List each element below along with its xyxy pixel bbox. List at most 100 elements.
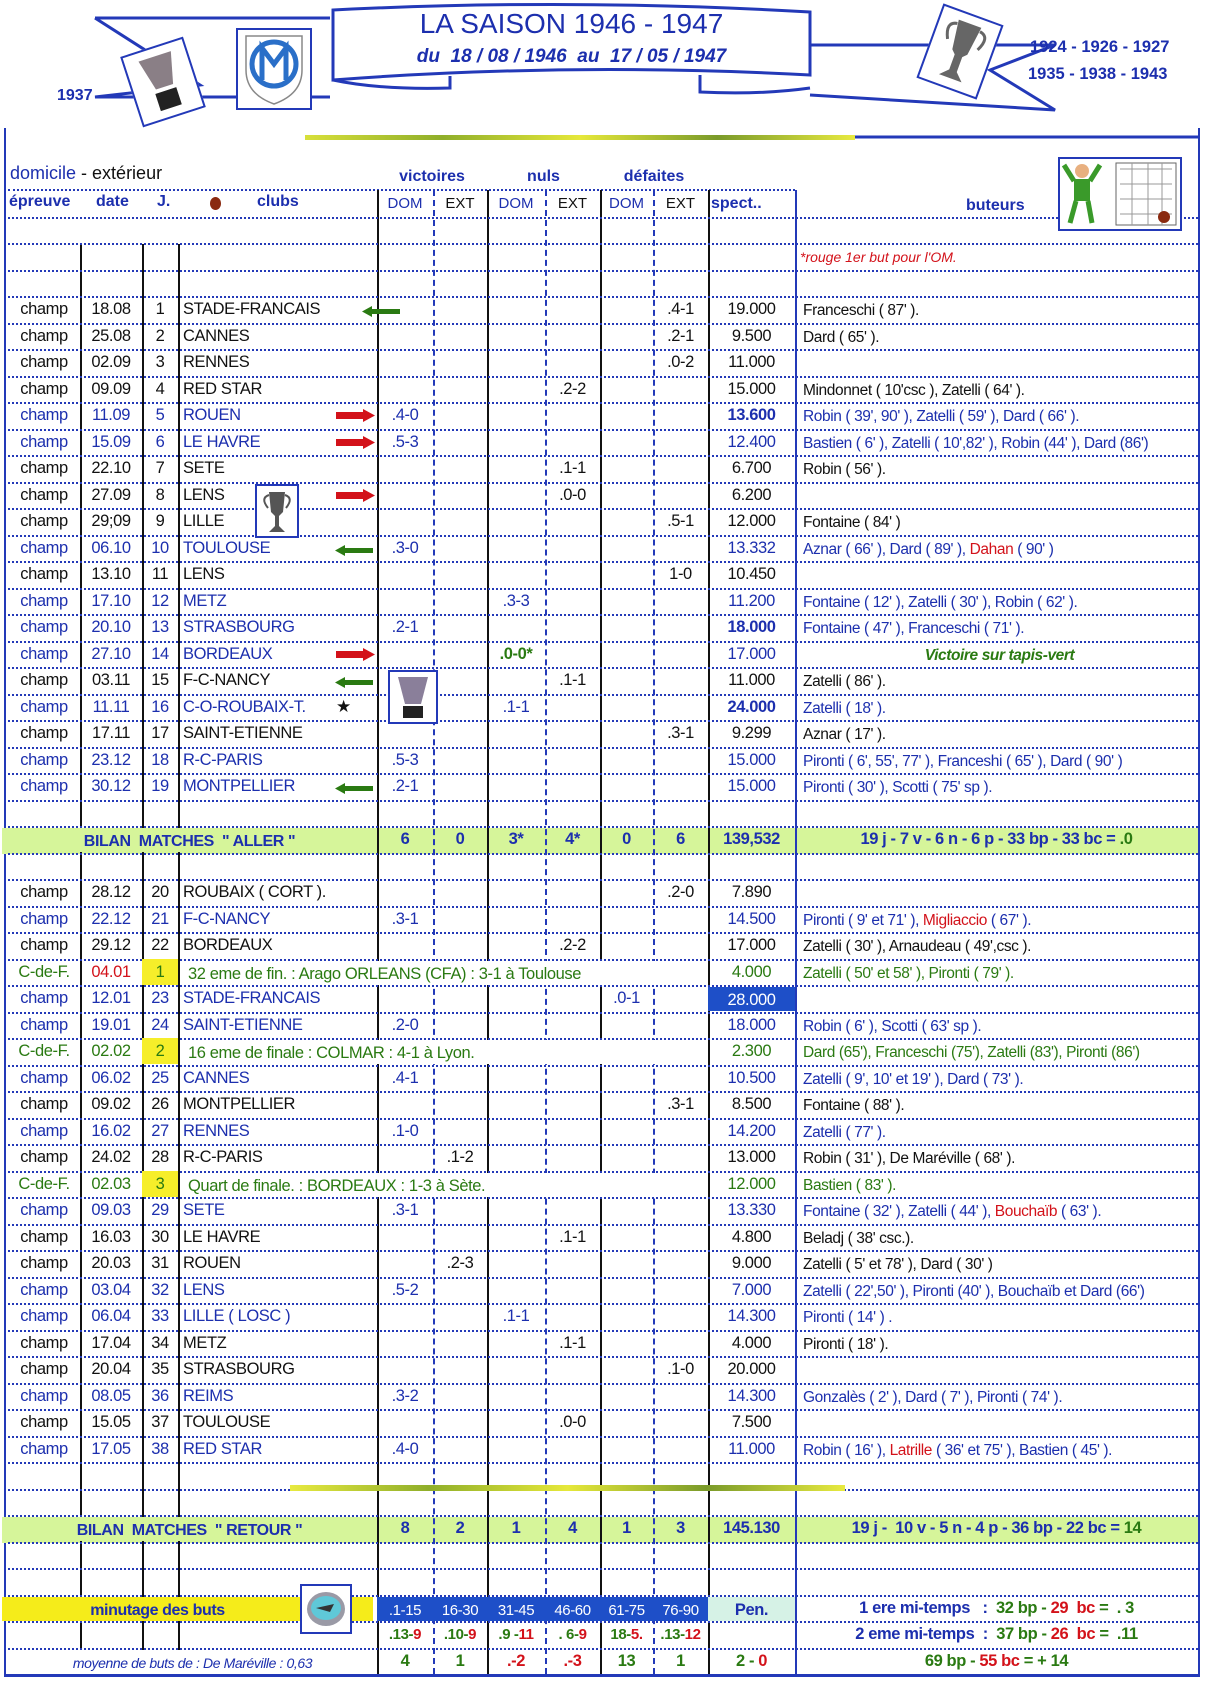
competition: champ <box>20 936 68 954</box>
bilan-retour-goal-difference: 14 <box>1123 1519 1142 1537</box>
row-divider <box>8 375 1198 378</box>
match-date: 03.04 <box>91 1280 131 1299</box>
competition: champ <box>20 565 68 583</box>
attendance: 4.000 <box>731 1333 772 1352</box>
competition: champ <box>20 326 68 345</box>
attendance: 17.000 <box>727 936 776 954</box>
matchday: 33 <box>151 1307 169 1325</box>
match-date: 17.11 <box>91 724 131 742</box>
summary-part: = + 14 <box>1023 1651 1069 1670</box>
row-divider <box>8 905 1198 908</box>
attendance: 14.300 <box>727 1307 776 1325</box>
scorers: Pironti ( 14' ) . <box>803 1304 1196 1330</box>
attendance: 7.000 <box>731 1280 772 1299</box>
minute-difference: 1 <box>676 1651 685 1670</box>
col-date: date <box>96 193 129 210</box>
matchday: 19 <box>151 777 169 795</box>
scorers: Zatelli ( 77' ). <box>803 1119 1196 1145</box>
scorers: Fontaine ( 32' ), Zatelli ( 44' ), Bouch… <box>803 1198 1196 1224</box>
scorers: Zatelli ( 22',50' ), Pironti (40' ), Bou… <box>803 1278 1196 1304</box>
row-divider <box>8 1170 1198 1173</box>
row-divider <box>8 1117 1198 1120</box>
competition: champ <box>20 379 68 398</box>
club-name: STRASBOURG <box>183 1360 295 1378</box>
first-half-summary: 1 ere mi-temps : 32 bp - 29 bc = . 3 <box>795 1595 1198 1621</box>
row-divider <box>8 667 1198 669</box>
penalty-part: 2 <box>735 1651 745 1670</box>
col-buteurs: buteurs <box>966 197 1025 214</box>
score: .2-1 <box>391 618 419 636</box>
group-victoires: victoires <box>399 168 465 185</box>
competition: champ <box>20 724 68 742</box>
score: .4-0 <box>391 406 419 424</box>
score: .0-0 <box>559 485 586 504</box>
club-name: LE HAVRE <box>183 432 261 451</box>
stopwatch-icon <box>300 1583 352 1634</box>
matchday: 12 <box>151 591 169 610</box>
match-date: 30.12 <box>91 777 131 795</box>
scorer-text: Robin ( 56' ). <box>803 461 886 478</box>
competition: champ <box>20 750 68 769</box>
col-def-dom: DOM <box>609 195 644 212</box>
row-divider <box>8 455 1198 457</box>
scorers: Robin ( 16' ), Latrille ( 36' et 75' ), … <box>803 1437 1196 1463</box>
scorer-text: Zatelli ( 50' et 58' ), Pironti ( 79' ). <box>803 964 1014 982</box>
minute-goals: .10-9 <box>433 1621 487 1647</box>
row-divider <box>8 1064 1198 1067</box>
match-date: 06.04 <box>91 1307 131 1325</box>
match-date: 22.12 <box>91 909 131 928</box>
attendance: 9.299 <box>731 724 772 742</box>
row-divider <box>8 799 1198 802</box>
arrow-left-icon <box>362 304 400 317</box>
star-icon: ★ <box>336 696 352 716</box>
club-name: C-O-ROUBAIX-T. <box>183 697 306 716</box>
col-def-ext: EXT <box>665 195 696 212</box>
summary-part: 2 eme mi-temps : <box>855 1625 988 1643</box>
scorer-text: Pironti ( 18' ). <box>803 1335 889 1353</box>
penalty-score: 2 - 0 <box>708 1648 795 1674</box>
group-nuls: nuls <box>527 168 560 185</box>
row-divider <box>8 640 1198 643</box>
competition: champ <box>20 1254 68 1272</box>
scorer-text: Robin ( 31' ), De Maréville ( 68' ). <box>803 1150 1016 1167</box>
competition: champ <box>20 459 68 477</box>
match-date: 03.11 <box>91 671 131 689</box>
club-name: LILLE <box>183 512 225 530</box>
matchday: 28 <box>151 1148 169 1166</box>
scorers: Pironti ( 18' ). <box>803 1331 1196 1357</box>
matchday: 4 <box>155 379 165 398</box>
scorers <box>803 880 1196 906</box>
match-date: 15.09 <box>91 432 131 451</box>
competition: champ <box>20 591 68 610</box>
match-date: 17.10 <box>91 591 131 610</box>
minute-difference: .-3 <box>563 1651 582 1670</box>
row-divider <box>8 1329 1198 1332</box>
attendance: 11.200 <box>728 591 775 610</box>
scorers: Aznar ( 66' ), Dard ( 89' ), Dahan ( 90'… <box>803 536 1196 562</box>
match-date: 09.03 <box>91 1201 131 1219</box>
club-name: MONTPELLIER <box>183 777 296 795</box>
minute-period: 31-45 <box>487 1596 545 1621</box>
trophy-icon <box>255 483 299 538</box>
bilan-aller-value: 6 <box>676 830 685 848</box>
competition: champ <box>20 1413 68 1431</box>
note-first-goal: *rouge 1er but pour l'OM. <box>800 249 957 265</box>
cup-match-description: 32 eme de fin. : Arago ORLEANS (CFA) : 3… <box>180 960 708 985</box>
scorer-text: Aznar ( 66' ), Dard ( 89' ), <box>803 540 970 558</box>
bilan-aller-value: 0 <box>455 830 465 848</box>
scorer-text: ( 36' et 75' ), Bastien ( 45' ). <box>932 1441 1113 1459</box>
competition: champ <box>20 1121 68 1140</box>
score: .3-1 <box>667 724 694 742</box>
scorer-text: ( 63' ). <box>1057 1203 1102 1220</box>
match-date: 09.09 <box>91 379 131 398</box>
row-divider <box>8 402 1198 404</box>
score: .2-2 <box>559 936 586 954</box>
scorers: Bastien ( 6' ), Zatelli ( 10',82' ), Rob… <box>803 430 1196 456</box>
row-divider <box>8 1303 1198 1305</box>
club-name: SETE <box>183 459 225 477</box>
scorers: Robin ( 31' ), De Maréville ( 68' ). <box>803 1145 1196 1171</box>
match-date: 20.03 <box>91 1254 131 1272</box>
cup-match-description: 16 eme de finale : COLMAR : 4-1 à Lyon. <box>180 1040 708 1064</box>
minute-period: 16-30 <box>433 1596 487 1621</box>
club-name: ROUEN <box>183 1254 241 1272</box>
